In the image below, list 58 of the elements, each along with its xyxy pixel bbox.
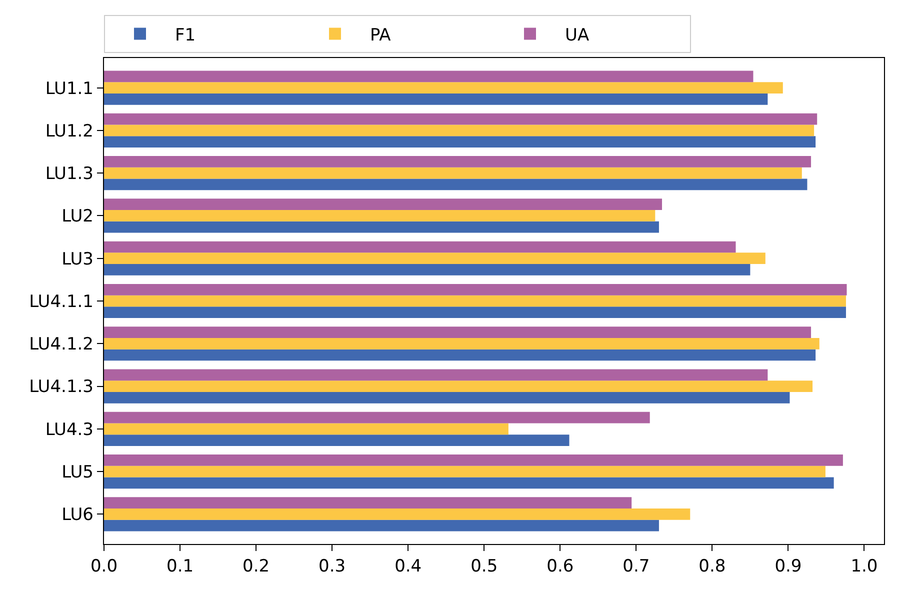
bar: [104, 423, 508, 435]
y-tick-label: LU4.3: [45, 420, 94, 440]
bar: [104, 94, 768, 105]
bar: [104, 210, 656, 222]
legend-label: UA: [565, 25, 590, 46]
x-tick-label: 0.0: [90, 556, 118, 576]
y-tick-label: LU5: [62, 462, 94, 482]
bar: [104, 338, 820, 350]
bar: [104, 178, 808, 190]
bar: [104, 198, 662, 210]
y-tick-label: LU4.1.2: [29, 334, 94, 355]
bar: [104, 380, 813, 392]
bar: [104, 520, 659, 532]
x-tick-label: 0.2: [242, 556, 270, 576]
bar: [104, 295, 846, 307]
bar: [104, 124, 814, 136]
bar: [104, 221, 659, 233]
bar: [104, 392, 790, 404]
bar: [104, 412, 650, 424]
y-tick-label: LU2: [62, 206, 94, 227]
y-tick-label: LU4.1.1: [29, 292, 94, 312]
legend-label: F1: [175, 25, 196, 46]
bar: [104, 454, 843, 466]
y-tick-label: LU4.1.3: [29, 377, 94, 398]
bar: [104, 241, 736, 253]
bar: [104, 252, 766, 264]
y-tick-label: LU1.1: [45, 78, 94, 99]
bar: [104, 136, 816, 148]
x-tick-label: 0.4: [394, 556, 422, 576]
bar: [104, 508, 690, 520]
x-tick-label: 0.7: [622, 556, 650, 576]
x-tick-label: 0.1: [166, 556, 194, 576]
bar: [104, 167, 802, 179]
bar: [104, 70, 754, 82]
bar: [104, 113, 818, 125]
bar: [104, 434, 570, 446]
y-tick-label: LU1.3: [45, 164, 94, 184]
bar: [104, 156, 812, 168]
x-tick-label: 0.9: [774, 556, 802, 576]
bar: [104, 284, 847, 296]
x-tick-label: 0.8: [698, 556, 726, 576]
bar: [104, 369, 768, 381]
y-tick-label: LU1.2: [45, 121, 94, 142]
bar: [104, 306, 846, 318]
bar: [104, 466, 826, 478]
bar: [104, 349, 816, 361]
y-tick-label: LU6: [62, 505, 94, 526]
bar: [104, 326, 812, 338]
legend-label: PA: [370, 25, 392, 46]
bar: [104, 264, 750, 276]
bar: [104, 477, 834, 489]
x-tick-label: 0.3: [318, 556, 346, 576]
y-tick-label: LU3: [62, 249, 94, 270]
x-tick-label: 1.0: [850, 556, 878, 576]
x-tick-label: 0.5: [470, 556, 498, 576]
bar: [104, 82, 783, 94]
x-tick-label: 0.6: [546, 556, 574, 576]
bar: [104, 497, 632, 508]
